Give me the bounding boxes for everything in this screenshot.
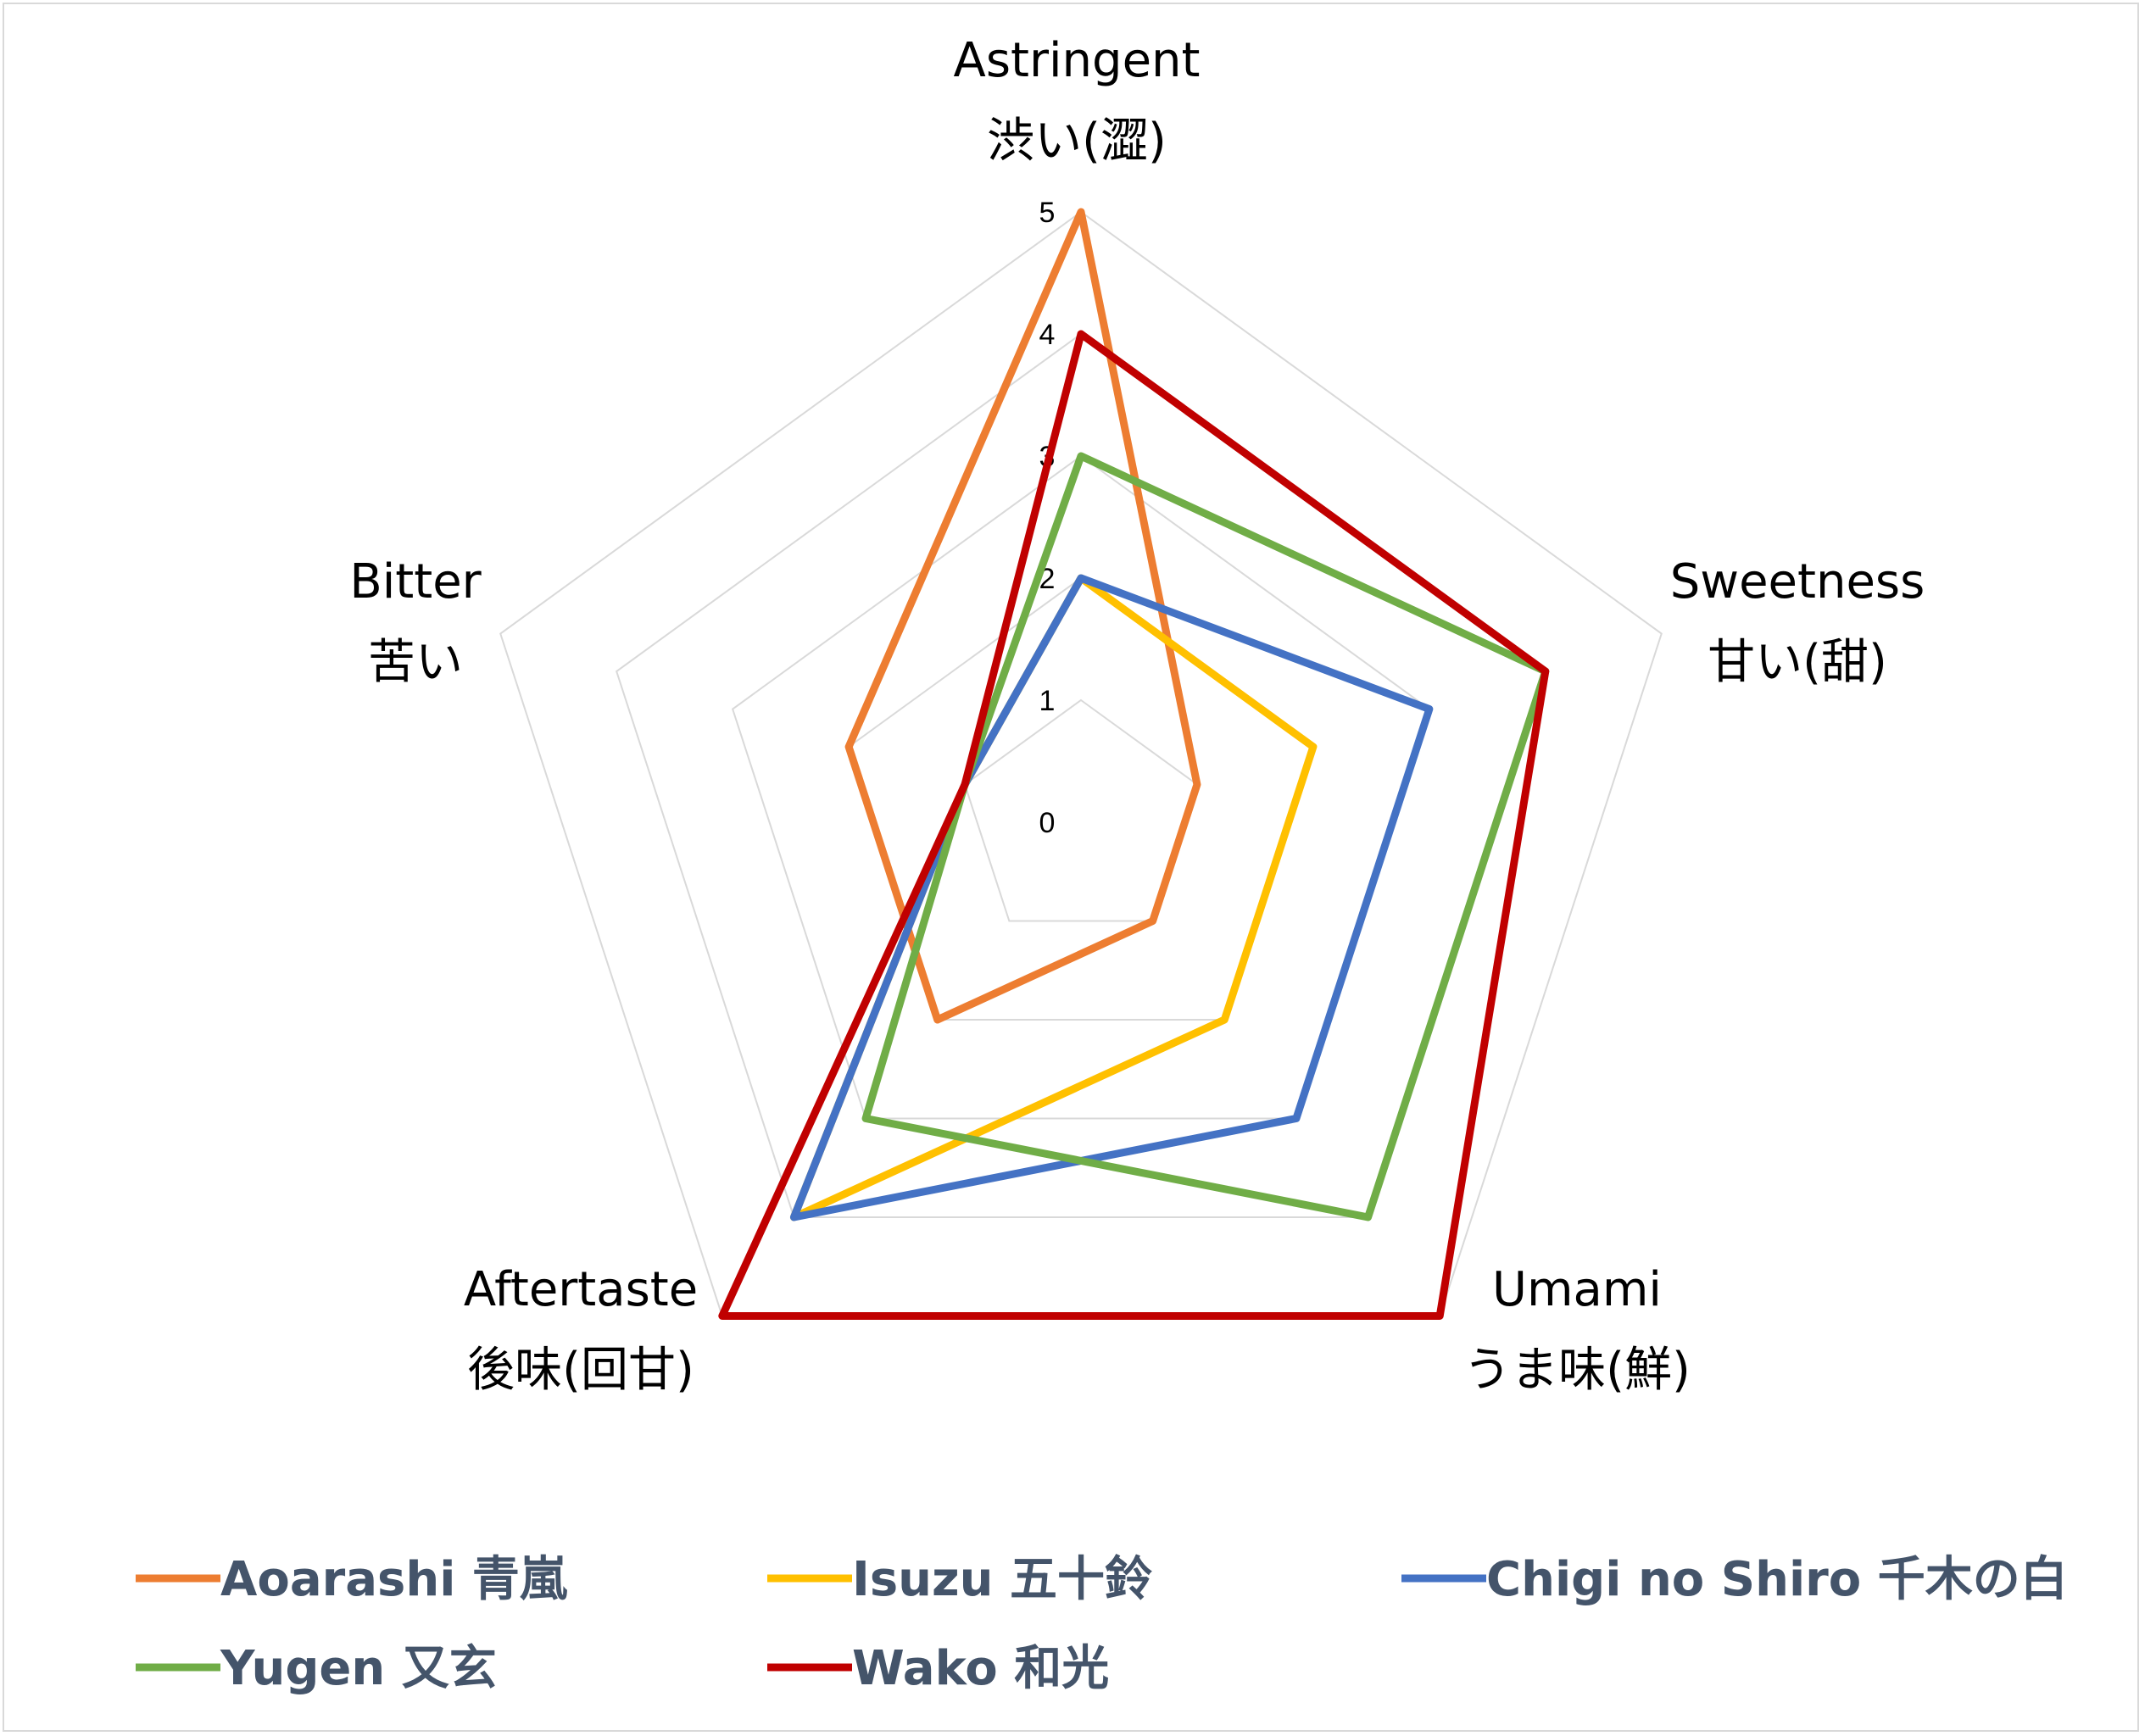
axis-label-astringent: Astringent — [954, 33, 1201, 88]
series-line-4 — [718, 330, 1550, 1320]
tick-label: 0 — [1039, 807, 1056, 839]
legend-label: Isuzu 五十鈴 — [852, 1552, 1152, 1607]
axis-label-aftertaste: Aftertaste — [464, 1262, 698, 1317]
legend-item-yugen[interactable]: Yugen 又玄 — [136, 1641, 497, 1696]
legend-item-aoarashi[interactable]: Aoarashi 青嵐 — [136, 1552, 568, 1607]
grid-ring-1 — [963, 698, 1199, 922]
axis-label-sweetness: Sweetness — [1670, 554, 1925, 609]
axis-labels: Astringent 渋い(澀) Sweetness 甘い(甜) Umami う… — [349, 33, 1925, 1398]
axis-sublabel-sweetness: 甘い(甜) — [1708, 635, 1887, 690]
legend-label: Chigi no Shiro 千木の白 — [1486, 1552, 2068, 1607]
grid-ring-3 — [731, 454, 1431, 1120]
radar-grid — [499, 210, 1663, 1317]
tick-label: 1 — [1039, 685, 1056, 717]
tick-label: 4 — [1039, 319, 1056, 351]
legend: Aoarashi 青嵐 Isuzu 五十鈴 Chigi no Shiro 千木の… — [136, 1552, 2068, 1696]
axis-sublabel-astringent: 渋い(澀) — [987, 114, 1167, 169]
legend-item-chigi-no-shiro[interactable]: Chigi no Shiro 千木の白 — [1401, 1552, 2068, 1607]
radar-series — [718, 208, 1550, 1320]
axis-sublabel-umami: うま味(鮮) — [1463, 1343, 1691, 1398]
axis-label-bitter: Bitter — [349, 554, 482, 609]
tick-label: 5 — [1039, 197, 1056, 229]
series-line-2 — [789, 574, 1434, 1221]
legend-label: Aoarashi 青嵐 — [220, 1552, 568, 1607]
legend-label: Yugen 又玄 — [220, 1641, 497, 1696]
legend-item-isuzu[interactable]: Isuzu 五十鈴 — [767, 1552, 1152, 1607]
series-line-0 — [844, 208, 1201, 1024]
grid-ring-5 — [499, 210, 1663, 1317]
axis-label-umami: Umami — [1492, 1262, 1662, 1317]
legend-label: Wako 和光 — [852, 1641, 1109, 1696]
axis-sublabel-aftertaste: 後味(回甘) — [467, 1343, 694, 1398]
axis-sublabel-bitter: 苦い — [368, 635, 463, 690]
legend-item-wako[interactable]: Wako 和光 — [767, 1641, 1109, 1696]
series-line-3 — [861, 452, 1550, 1221]
